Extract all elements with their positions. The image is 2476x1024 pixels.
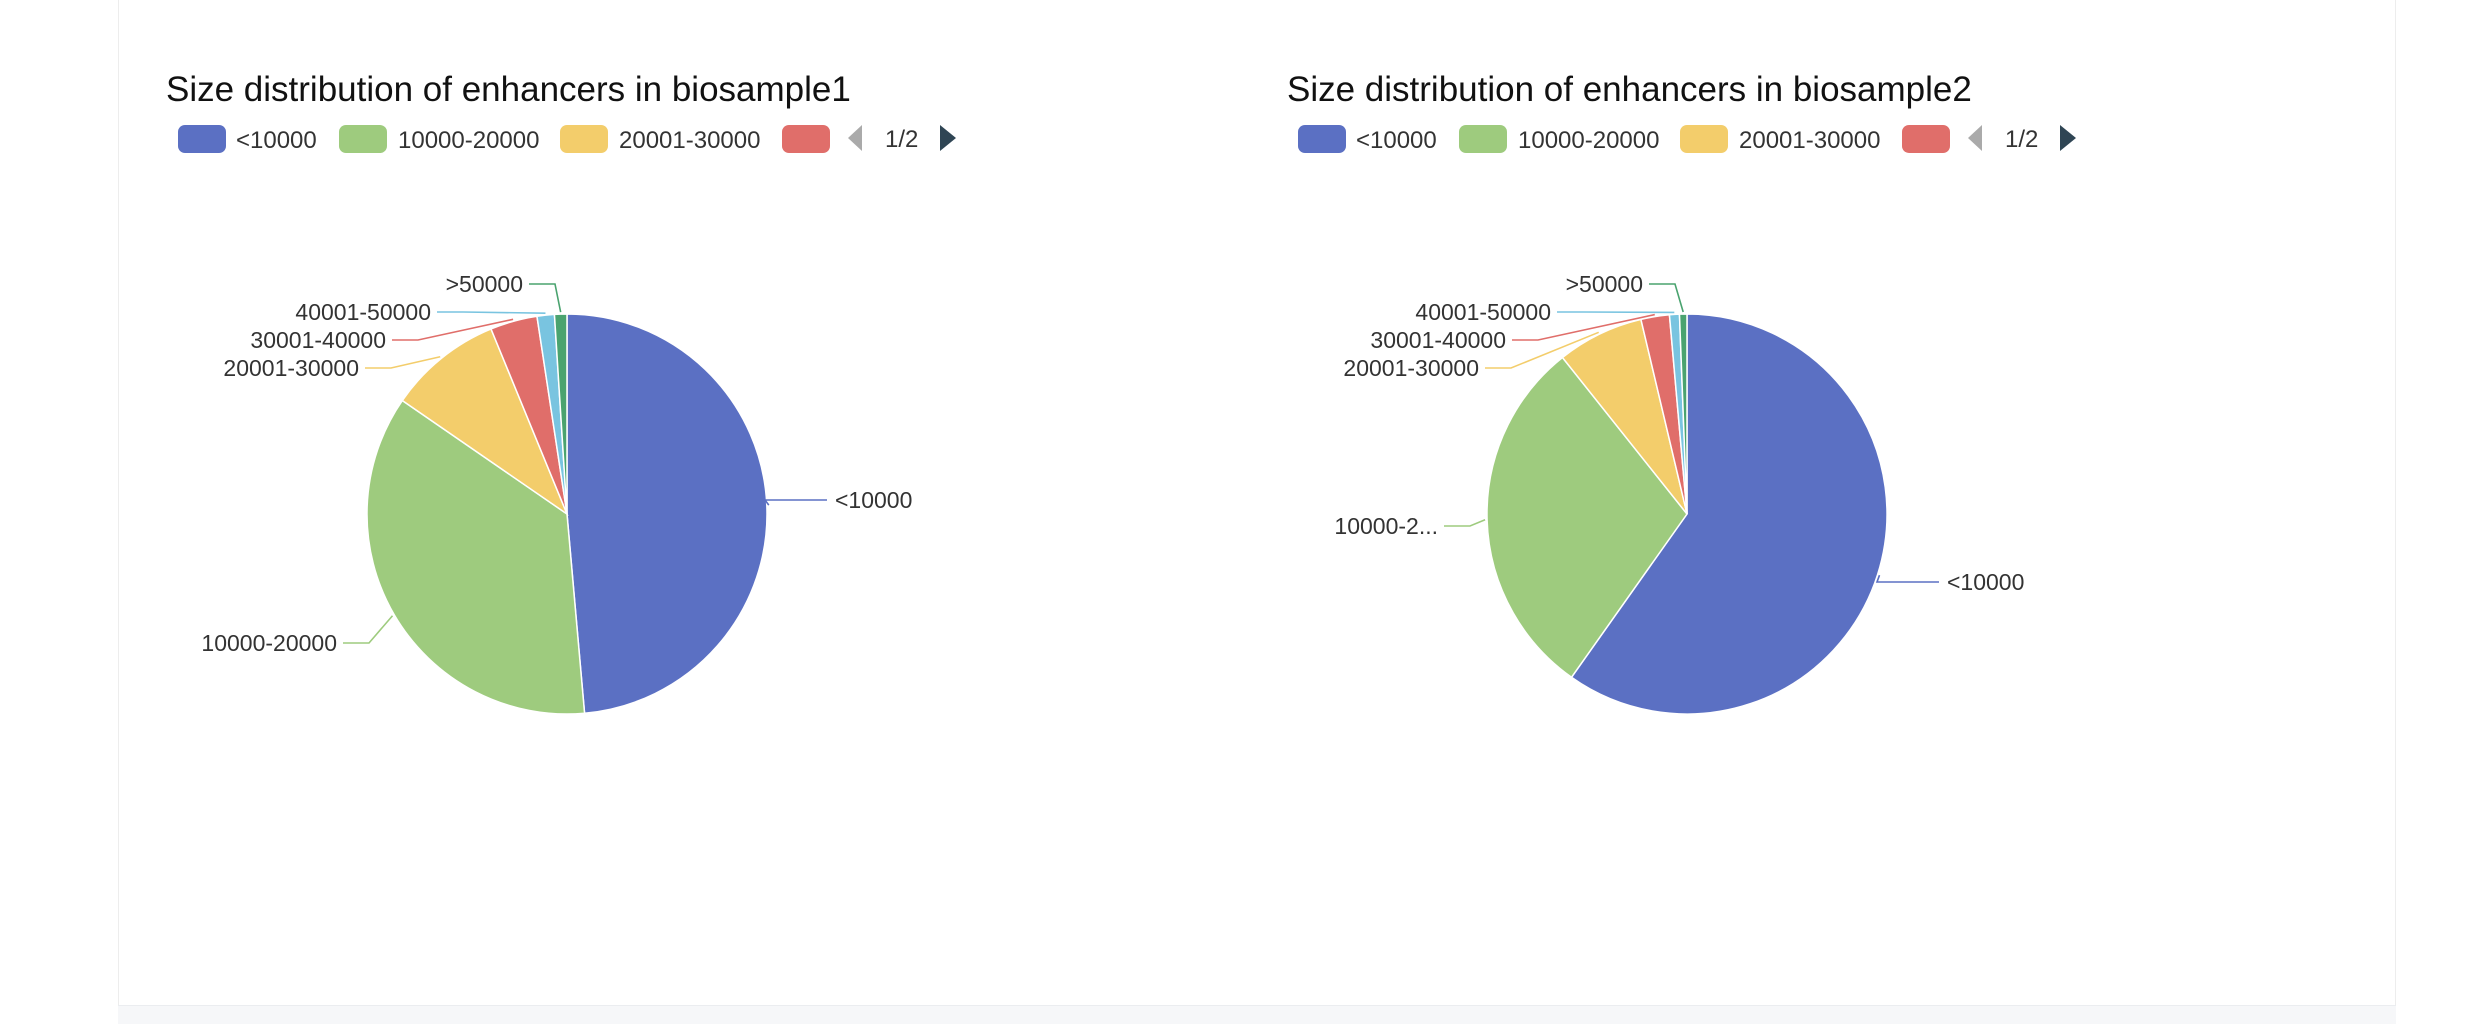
callout-label: <10000 xyxy=(835,487,912,513)
legend-swatch xyxy=(1902,125,1950,153)
legend-item[interactable]: <10000 xyxy=(178,125,317,154)
pie-slice[interactable] xyxy=(553,313,568,515)
legend-swatch xyxy=(178,125,226,153)
callout: 10000-2... xyxy=(1334,513,1486,539)
legend-item[interactable] xyxy=(782,125,830,153)
pie-slice[interactable] xyxy=(1678,313,1688,515)
chart-biosample2-svg: Size distribution of enhancers in biosam… xyxy=(1287,70,2076,715)
legend-label: <10000 xyxy=(236,127,317,154)
callout-label: 40001-50000 xyxy=(295,299,431,325)
callout-label: 30001-40000 xyxy=(250,327,386,353)
callout: >50000 xyxy=(446,271,562,313)
callout-label: >50000 xyxy=(446,271,523,297)
pie-slice[interactable] xyxy=(1570,313,1888,715)
pie-slices xyxy=(1486,313,1888,715)
callout: 30001-40000 xyxy=(1370,313,1655,353)
chart-biosample2: Size distribution of enhancers in biosam… xyxy=(1120,0,2220,1005)
callout: <10000 xyxy=(763,487,912,513)
callout: <10000 xyxy=(1875,569,2024,595)
legend-label: 10000-20000 xyxy=(398,127,539,154)
legend-item[interactable]: 10000-20000 xyxy=(1459,125,1659,154)
callout-label: 30001-40000 xyxy=(1370,327,1506,353)
legend-swatch xyxy=(1459,125,1507,153)
pie-slice[interactable] xyxy=(1486,356,1688,679)
pie-slice[interactable] xyxy=(566,313,768,715)
legend-item[interactable]: 20001-30000 xyxy=(560,125,760,154)
legend-swatch xyxy=(782,125,830,153)
callout: 20001-30000 xyxy=(1343,331,1600,381)
legend-page-indicator: 1/2 xyxy=(2005,126,2038,153)
callout-label: 10000-2... xyxy=(1334,513,1438,539)
callout-line xyxy=(1485,331,1600,369)
legend-swatch xyxy=(1680,125,1728,153)
callout: 20001-30000 xyxy=(223,355,441,381)
legend-swatch xyxy=(1298,125,1346,153)
panel-footer xyxy=(118,1005,2396,1024)
pie-slice[interactable] xyxy=(401,328,569,517)
callout-line xyxy=(1649,283,1684,313)
legend-item[interactable] xyxy=(1902,125,1950,153)
legend-item[interactable]: 20001-30000 xyxy=(1680,125,1880,154)
callout-line xyxy=(392,318,514,341)
callout-label: 20001-30000 xyxy=(1343,355,1479,381)
legend-next-page-icon[interactable] xyxy=(2060,125,2076,151)
legend-pager: 1/2 xyxy=(1968,125,2076,153)
callout-line xyxy=(437,311,546,314)
legend-label: 10000-20000 xyxy=(1518,127,1659,154)
chart-title: Size distribution of enhancers in biosam… xyxy=(1287,70,1972,109)
legend-pager: 1/2 xyxy=(848,125,956,153)
legend: <10000 10000-20000 20001-30000 xyxy=(178,125,830,154)
legend-item[interactable]: 10000-20000 xyxy=(339,125,539,154)
legend-label: <10000 xyxy=(1356,127,1437,154)
legend-swatch xyxy=(560,125,608,153)
callout: 30001-40000 xyxy=(250,318,514,353)
legend-label: 20001-30000 xyxy=(619,127,760,154)
pie-slices xyxy=(366,313,768,715)
legend-next-page-icon[interactable] xyxy=(940,125,956,151)
callout-line xyxy=(343,615,394,644)
callout-label: 10000-20000 xyxy=(201,630,337,656)
callout-line xyxy=(1875,574,1939,583)
callout: 40001-50000 xyxy=(1415,299,1675,325)
legend-prev-page-icon[interactable] xyxy=(1968,125,1982,151)
callout-line xyxy=(529,283,562,313)
legend-page-indicator: 1/2 xyxy=(885,126,918,153)
legend-swatch xyxy=(339,125,387,153)
pie-callouts: <10000 10000-2... 20001-3000030001-4000040… xyxy=(1334,271,2024,595)
chart-biosample1-svg: Size distribution of enhancers in biosam… xyxy=(166,70,956,715)
legend-prev-page-icon[interactable] xyxy=(848,125,862,151)
callout: 10000-20000 xyxy=(201,615,394,656)
pie-callouts: <10000 10000-20000 20001-3000030001-400004… xyxy=(201,271,912,656)
callout: >50000 xyxy=(1566,271,1684,313)
callout-line xyxy=(1444,518,1486,527)
callout-line xyxy=(365,355,441,369)
callout-line xyxy=(1512,313,1655,341)
callout: 40001-50000 xyxy=(295,299,546,325)
callout-line xyxy=(763,499,827,506)
legend-label: 20001-30000 xyxy=(1739,127,1880,154)
callout-label: 20001-30000 xyxy=(223,355,359,381)
chart-title: Size distribution of enhancers in biosam… xyxy=(166,70,851,109)
callout-label: >50000 xyxy=(1566,271,1643,297)
callout-label: 40001-50000 xyxy=(1415,299,1551,325)
chart-biosample1: Size distribution of enhancers in biosam… xyxy=(0,0,1100,1005)
callout-label: <10000 xyxy=(1947,569,2024,595)
legend-item[interactable]: <10000 xyxy=(1298,125,1437,154)
legend: <10000 10000-20000 20001-30000 xyxy=(1298,125,1950,154)
pie-slice[interactable] xyxy=(366,399,586,715)
